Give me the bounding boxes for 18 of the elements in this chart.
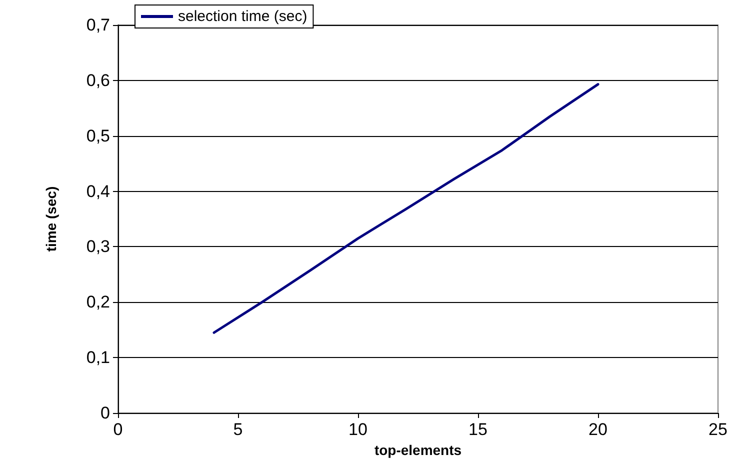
x-tick-label: 20 xyxy=(588,420,608,439)
x-tick-label: 25 xyxy=(708,420,728,439)
x-axis-title: top-elements xyxy=(374,442,462,458)
x-tick-label: 5 xyxy=(233,420,243,439)
y-tick-label: 0,7 xyxy=(86,16,110,34)
y-tick-label: 0,2 xyxy=(86,292,110,312)
y-tick-label: 0,3 xyxy=(86,237,110,256)
y-tick-label: 0,6 xyxy=(86,70,110,90)
y-tick-label: 0,5 xyxy=(86,126,110,146)
y-tick-label: 0,1 xyxy=(86,348,110,368)
x-tick-label: 0 xyxy=(113,420,123,439)
line-series xyxy=(212,83,600,334)
legend-label: selection time (sec) xyxy=(178,8,308,25)
x-tick-label: 10 xyxy=(348,420,368,439)
x-tick-label: 15 xyxy=(468,420,488,439)
y-tick-label: 0,4 xyxy=(86,182,110,201)
y-tick-label: 0 xyxy=(100,404,110,422)
y-axis-title: time (sec) xyxy=(43,186,59,252)
